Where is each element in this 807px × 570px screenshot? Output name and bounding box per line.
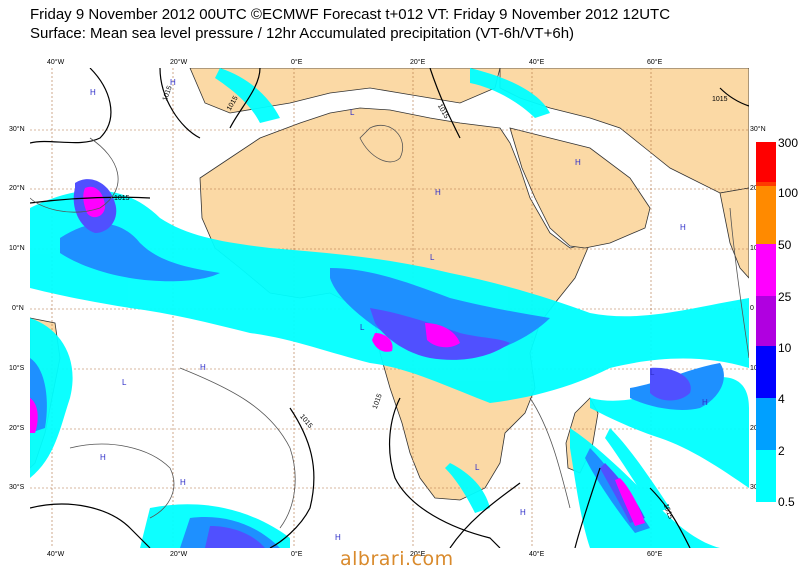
legend-swatch-50 xyxy=(756,186,776,244)
pressure-center: H xyxy=(680,223,686,232)
weather-map[interactable]: 1015 1015 1015 1015 1015 1015 1015 1015 … xyxy=(30,68,749,548)
isobars xyxy=(30,68,749,548)
pressure-center: H xyxy=(575,158,581,167)
legend-swatch-100 xyxy=(756,182,776,186)
lat-tick: 20 xyxy=(750,185,758,192)
legend-swatch-2 xyxy=(756,398,776,450)
pressure-center: H xyxy=(520,508,526,517)
pressure-center: L xyxy=(650,368,655,377)
legend-label: 50 xyxy=(778,238,792,252)
lat-tick: 0°N xyxy=(12,305,24,312)
lat-tick: 20°N xyxy=(9,185,25,192)
lat-tick: 30°N xyxy=(9,126,25,133)
lon-tick: 40°W xyxy=(47,551,65,558)
arabia xyxy=(509,127,651,249)
lon-tick: 40°E xyxy=(529,551,545,558)
legend-swatch-0-5 xyxy=(756,450,776,502)
lat-tick: 10°N xyxy=(9,245,25,252)
isobar-label: 1015 xyxy=(114,195,130,202)
lat-tick: 20 xyxy=(750,425,758,432)
isobars-thin xyxy=(30,125,749,529)
precip-very-heavy xyxy=(30,186,645,526)
pressure-center: L xyxy=(475,463,480,472)
pressure-center: H xyxy=(90,88,96,97)
legend-label: 2 xyxy=(778,444,785,458)
legend-swatch-10 xyxy=(756,296,776,346)
legend-label: 300 xyxy=(778,136,799,150)
legend-swatch-4 xyxy=(756,346,776,398)
pressure-center: L xyxy=(430,253,435,262)
legend-label: 100 xyxy=(778,186,799,200)
legend-swatch-300 xyxy=(756,142,776,182)
india xyxy=(719,187,749,279)
legend-label: 25 xyxy=(778,290,792,304)
pressure-center: H xyxy=(335,533,341,542)
lat-tick: 0 xyxy=(750,305,754,312)
lon-tick: 0°E xyxy=(291,551,303,558)
lat-tick: 30°N xyxy=(750,126,766,133)
pressure-center: H xyxy=(702,398,708,407)
lon-tick: 60°E xyxy=(647,551,663,558)
lon-tick: 0°E xyxy=(291,59,303,66)
legend-label: 4 xyxy=(778,392,785,406)
lat-tick: 30°S xyxy=(9,484,25,491)
pressure-center: L xyxy=(350,108,355,117)
pressure-center: L xyxy=(122,378,127,387)
lat-tick: 20°S xyxy=(9,425,25,432)
lat-tick: 10 xyxy=(750,365,758,372)
pressure-center: H xyxy=(170,78,176,87)
pressure-center: H xyxy=(100,453,106,462)
legend-swatch-25 xyxy=(756,244,776,296)
legend-label: 0.5 xyxy=(778,495,795,509)
watermark: albrari.com xyxy=(340,548,454,570)
lat-tick: 10 xyxy=(750,245,758,252)
lon-tick: 20°W xyxy=(170,59,188,66)
pressure-center: H xyxy=(435,188,441,197)
lon-tick: 40°W xyxy=(47,59,65,66)
forecast-title: Friday 9 November 2012 00UTC ©ECMWF Fore… xyxy=(30,6,671,23)
pressure-center: L xyxy=(360,323,365,332)
pressure-center: H xyxy=(180,478,186,487)
lon-tick: 20°E xyxy=(410,551,426,558)
legend-label: 10 xyxy=(778,341,792,355)
lon-tick: 20°W xyxy=(170,551,188,558)
lat-tick: 30 xyxy=(750,484,758,491)
lat-tick: 10°S xyxy=(9,365,25,372)
map-canvas xyxy=(30,68,749,548)
lon-tick: 20°E xyxy=(410,59,426,66)
pressure-center: H xyxy=(200,363,206,372)
isobar-label: 1015 xyxy=(712,96,728,103)
lon-tick: 60°E xyxy=(647,59,663,66)
lon-tick: 40°E xyxy=(529,59,545,66)
forecast-subtitle: Surface: Mean sea level pressure / 12hr … xyxy=(30,25,575,42)
